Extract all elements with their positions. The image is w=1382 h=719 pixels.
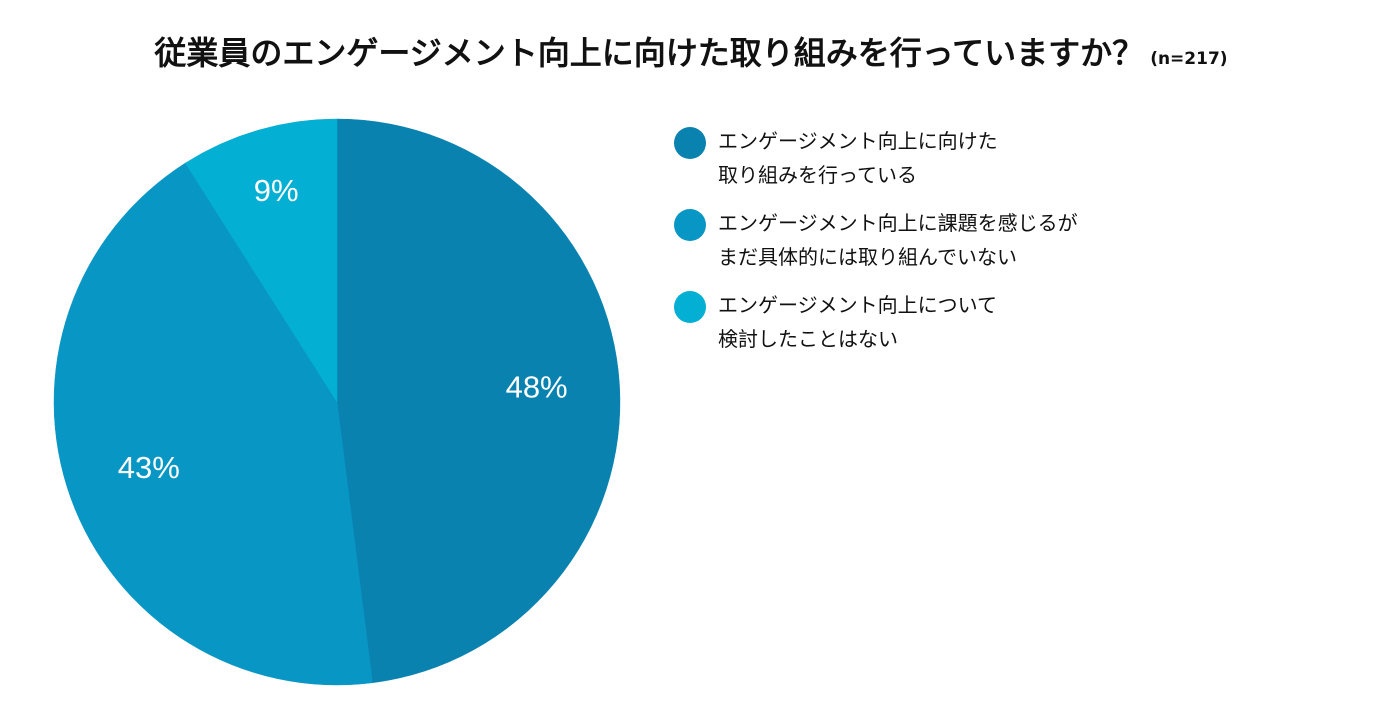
pie-slice (336, 118, 621, 684)
chart-title-main: 従業員のエンゲージメント向上に向けた取り組みを行っていますか？ (154, 34, 1145, 72)
legend-item: エンゲージメント向上に課題を感じるが まだ具体的には取り組んでいない (674, 206, 1078, 274)
legend-label-line-2: まだ具体的には取り組んでいない (718, 245, 1017, 269)
legend-item: エンゲージメント向上について 検討したことはない (674, 288, 1078, 356)
legend-label-line-2: 検討したことはない (718, 327, 898, 351)
pie-slice (53, 162, 373, 686)
legend-label-line-1: エンゲージメント向上に課題を感じるが (718, 211, 1078, 235)
legend-item: エンゲージメント向上に向けた 取り組みを行っている (674, 124, 1078, 192)
slice-percent-label: 48% (506, 370, 568, 405)
legend-swatch (674, 291, 706, 323)
legend-swatch (674, 209, 706, 241)
legend-label: エンゲージメント向上について 検討したことはない (718, 288, 997, 356)
slice-percent-label: 9% (254, 173, 299, 208)
pie-chart: 48% 43% 9% (53, 118, 621, 686)
chart-title: 従業員のエンゲージメント向上に向けた取り組みを行っていますか？ (n=217) (0, 28, 1382, 74)
legend-label-line-2: 取り組みを行っている (718, 163, 917, 187)
legend-swatch (674, 127, 706, 159)
sample-size-note: (n=217) (1150, 49, 1228, 69)
slice-percent-label: 43% (118, 450, 180, 485)
legend-label: エンゲージメント向上に向けた 取り組みを行っている (718, 124, 998, 192)
legend: エンゲージメント向上に向けた 取り組みを行っている エンゲージメント向上に課題を… (674, 124, 1078, 370)
legend-label-line-1: エンゲージメント向上について (718, 293, 997, 317)
pie-slice (185, 118, 338, 403)
legend-label: エンゲージメント向上に課題を感じるが まだ具体的には取り組んでいない (718, 206, 1078, 274)
legend-label-line-1: エンゲージメント向上に向けた (718, 129, 998, 153)
